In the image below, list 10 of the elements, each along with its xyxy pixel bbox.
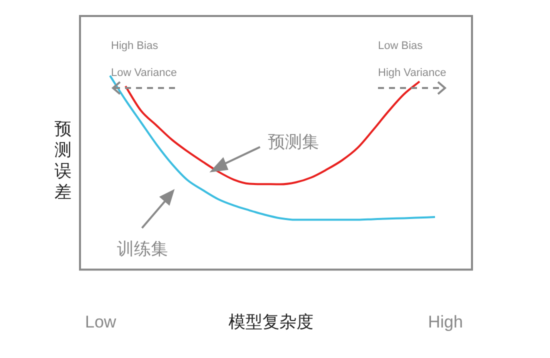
text: High Bias — [111, 40, 159, 52]
text: High — [428, 312, 463, 332]
series-label: 预测集 — [268, 132, 319, 152]
x-axis-title: 模型复杂度 — [228, 312, 314, 332]
annotation: Low Variance — [111, 67, 177, 80]
text: 训练集 — [117, 239, 168, 260]
y-axis-title: 预测误差 — [54, 119, 72, 202]
annotation: High Variance — [378, 67, 446, 80]
text: Low Bias — [378, 40, 424, 52]
text: Low — [85, 312, 117, 332]
